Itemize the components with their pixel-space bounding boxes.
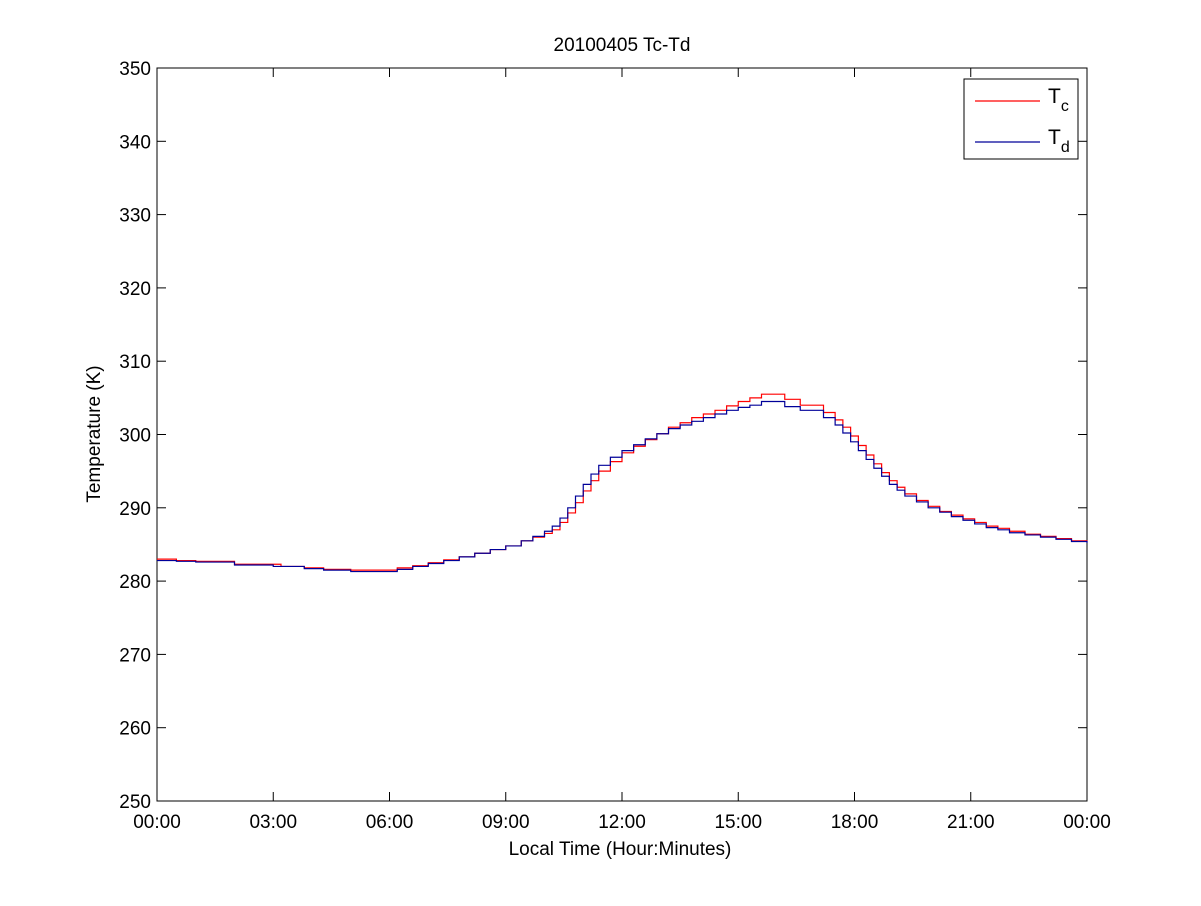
y-tick-label: 340	[119, 132, 151, 153]
y-tick-label: 310	[119, 352, 151, 373]
x-tick-label: 00:00	[1063, 812, 1111, 833]
y-tick-label: 320	[119, 279, 151, 300]
x-axis: 00:00 03:00 06:00 09:00 12:00 15:00 18:00 21:00…	[133, 68, 1111, 833]
y-tick-label: 290	[119, 499, 151, 520]
y-tick-label: 300	[119, 426, 151, 447]
series-line-td	[157, 400, 1088, 573]
y-tick-label: 350	[119, 59, 151, 80]
x-tick-label: 03:00	[249, 812, 297, 833]
y-tick-label: 330	[119, 206, 151, 227]
y-axis: 250 260 270 280 290 300 310 320 330 340 350	[119, 59, 1087, 813]
x-tick-label: 06:00	[366, 812, 414, 833]
x-tick-label: 12:00	[598, 812, 646, 833]
y-axis-label: Temperature (K)	[84, 365, 105, 502]
y-tick-label: 260	[119, 719, 151, 740]
x-axis-label: Local Time (Hour:Minutes)	[509, 839, 732, 860]
x-tick-label: 15:00	[714, 812, 762, 833]
series-layer	[157, 393, 1088, 573]
y-tick-label: 270	[119, 645, 151, 666]
x-tick-label: 21:00	[947, 812, 995, 833]
x-tick-label: 09:00	[482, 812, 530, 833]
y-tick-label: 280	[119, 572, 151, 593]
x-tick-label: 18:00	[831, 812, 879, 833]
legend-box	[963, 78, 1079, 160]
plot-area	[156, 67, 1088, 802]
chart-title: 20100405 Tc-Td	[554, 35, 691, 56]
x-tick-label: 00:00	[133, 812, 181, 833]
y-tick-label: 250	[119, 792, 151, 813]
